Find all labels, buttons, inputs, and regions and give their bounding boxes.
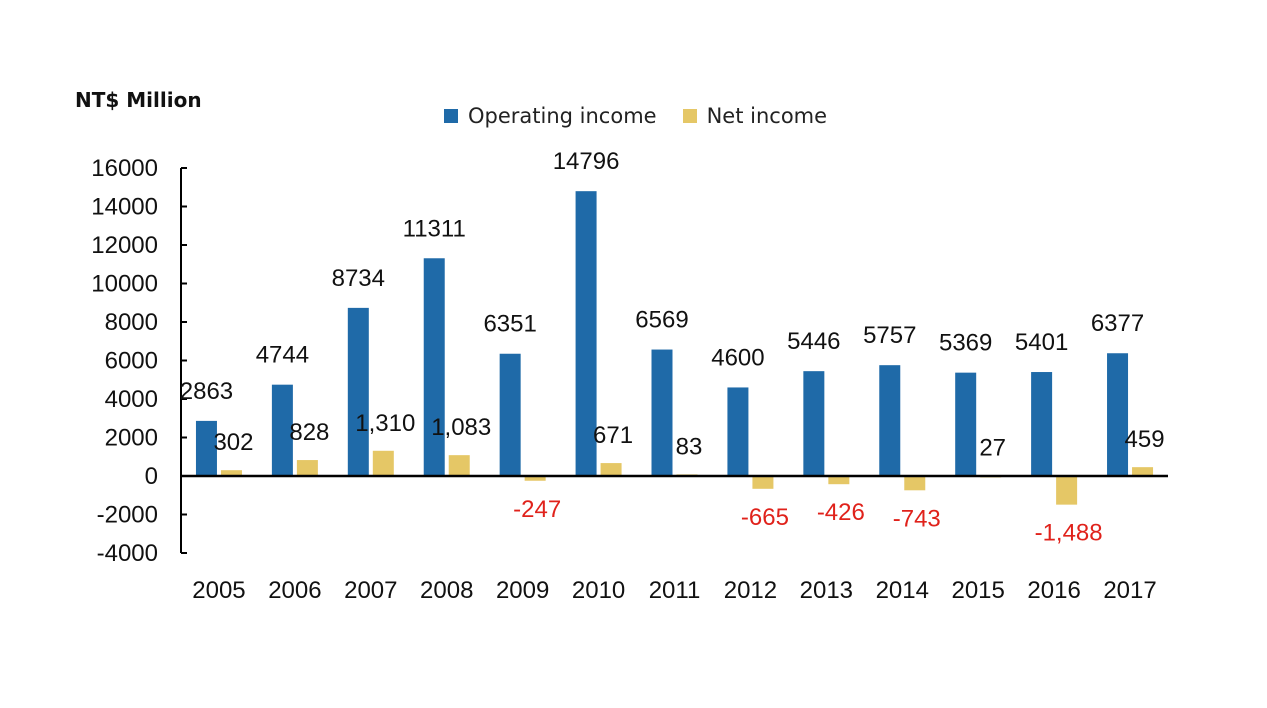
y-tick-label: 10000 [91, 271, 158, 298]
x-tick-label: 2009 [496, 577, 549, 604]
data-label-operating-income: 4744 [256, 342, 309, 369]
data-label-net-income: 671 [593, 422, 633, 449]
bar-operating-income [879, 365, 901, 476]
data-label-net-income: 27 [979, 434, 1006, 461]
x-tick-label: 2010 [572, 577, 625, 604]
data-label-operating-income: 14796 [553, 148, 620, 175]
y-tick-label: 2000 [105, 425, 158, 452]
x-tick-label: 2016 [1027, 577, 1080, 604]
y-axis-unit-label: NT$ Million [75, 88, 202, 112]
legend-item-operating-income: Operating income [444, 104, 657, 128]
data-label-operating-income: 5401 [1015, 329, 1068, 356]
bar-net-income [752, 476, 774, 489]
bar-net-income [904, 476, 926, 491]
y-tick-label: -2000 [97, 502, 158, 529]
bar-operating-income [727, 387, 749, 476]
bar-operating-income [1031, 372, 1053, 476]
x-tick-label: 2014 [876, 577, 929, 604]
data-label-net-income: -1,488 [1035, 520, 1103, 547]
data-label-net-income: 1,310 [355, 410, 415, 437]
data-label-operating-income: 5446 [787, 328, 840, 355]
y-tick-label: 6000 [105, 348, 158, 375]
data-label-operating-income: 5369 [939, 330, 992, 357]
x-tick-label: 2005 [192, 577, 245, 604]
chart-legend: Operating income Net income [444, 104, 853, 128]
x-tick-label: 2008 [420, 577, 473, 604]
x-tick-label: 2017 [1103, 577, 1156, 604]
legend-item-net-income: Net income [682, 104, 828, 128]
y-tick-label: 16000 [91, 155, 158, 182]
data-label-operating-income: 8734 [332, 265, 385, 292]
bar-operating-income [347, 307, 369, 476]
bar-operating-income [955, 372, 977, 476]
bar-net-income [296, 460, 318, 476]
bar-operating-income [803, 371, 825, 476]
x-tick-label: 2013 [800, 577, 853, 604]
x-tick-label: 2011 [649, 577, 701, 604]
data-label-operating-income: 6351 [483, 311, 536, 338]
x-tick-label: 2006 [268, 577, 321, 604]
y-tick-label: 0 [145, 463, 158, 490]
data-label-net-income: 1,083 [431, 414, 491, 441]
bar-net-income [220, 470, 242, 476]
data-label-operating-income: 11311 [403, 215, 466, 242]
y-tick-label: 14000 [91, 194, 158, 221]
legend-label-operating-income: Operating income [468, 104, 657, 128]
x-tick-label: 2012 [724, 577, 777, 604]
bar-operating-income [575, 191, 597, 476]
bar-net-income [1056, 476, 1078, 505]
bar-net-income [524, 476, 546, 481]
y-tick-label: 4000 [105, 386, 158, 413]
data-label-operating-income: 2863 [180, 378, 233, 405]
bar-operating-income [423, 258, 445, 476]
bar-operating-income [271, 384, 293, 476]
data-label-net-income: -665 [741, 504, 789, 531]
data-label-net-income: -247 [513, 496, 561, 523]
bar-operating-income [195, 420, 217, 476]
x-tick-label: 2007 [344, 577, 397, 604]
data-label-net-income: 828 [289, 419, 329, 446]
bar-operating-income [499, 353, 521, 476]
data-label-operating-income: 5757 [863, 322, 916, 349]
legend-swatch-operating-income [444, 109, 458, 123]
x-tick-label: 2015 [951, 577, 1004, 604]
data-label-net-income: 83 [676, 433, 703, 460]
data-label-net-income: -426 [817, 499, 865, 526]
y-tick-label: 8000 [105, 309, 158, 336]
data-label-operating-income: 4600 [711, 344, 764, 371]
bar-net-income [372, 450, 394, 476]
bar-operating-income [651, 349, 673, 476]
y-tick-label: -4000 [97, 540, 158, 567]
bar-net-income [600, 463, 622, 476]
data-label-operating-income: 6569 [635, 307, 688, 334]
y-tick-label: 12000 [91, 232, 158, 259]
bar-net-income [1132, 467, 1154, 476]
data-label-net-income: 302 [213, 429, 253, 456]
data-label-operating-income: 6377 [1091, 310, 1144, 337]
bar-net-income [828, 476, 850, 485]
legend-swatch-net-income [682, 109, 697, 123]
bar-net-income [448, 455, 470, 476]
data-label-net-income: -743 [893, 505, 941, 532]
bar-operating-income [1107, 353, 1129, 476]
data-label-net-income: 459 [1125, 426, 1165, 453]
legend-label-net-income: Net income [706, 104, 828, 128]
